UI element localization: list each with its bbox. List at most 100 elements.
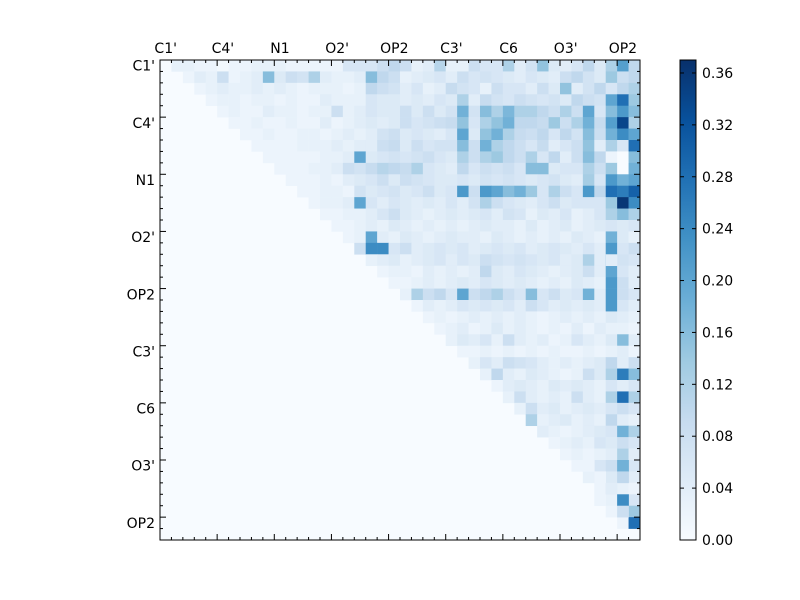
heatmap-cell bbox=[445, 322, 458, 335]
heatmap-cell bbox=[617, 140, 629, 152]
heatmap-cell bbox=[320, 82, 332, 95]
heatmap-cell bbox=[537, 117, 549, 129]
heatmap-cell bbox=[331, 208, 344, 221]
heatmap-cell bbox=[582, 197, 595, 209]
heatmap-cell bbox=[617, 391, 629, 404]
heatmap-cell bbox=[422, 105, 435, 118]
heatmap-cell bbox=[320, 71, 332, 84]
heatmap-cell bbox=[422, 82, 435, 95]
heatmap-cell bbox=[548, 300, 561, 312]
heatmap-cell bbox=[525, 94, 538, 107]
heatmap-cell bbox=[377, 128, 389, 141]
heatmap-cell bbox=[594, 300, 607, 312]
heatmap-cell bbox=[594, 82, 607, 95]
heatmap-cell bbox=[514, 391, 527, 404]
heatmap-cell bbox=[342, 140, 355, 152]
heatmap-cell bbox=[537, 185, 549, 198]
heatmap-cell bbox=[365, 105, 378, 118]
heatmap-cell bbox=[274, 94, 287, 107]
heatmap-cell bbox=[251, 71, 264, 84]
heatmap-cell bbox=[308, 82, 321, 95]
heatmap-cell bbox=[480, 140, 492, 152]
heatmap-cell bbox=[388, 197, 401, 209]
heatmap-cell bbox=[411, 82, 424, 95]
heatmap-cell bbox=[457, 162, 469, 175]
heatmap-cell bbox=[548, 288, 561, 301]
heatmap-cell bbox=[548, 140, 561, 152]
heatmap-cell bbox=[548, 208, 561, 221]
heatmap-cell bbox=[468, 277, 481, 289]
heatmap-cell bbox=[285, 82, 298, 95]
heatmap-cell bbox=[422, 197, 435, 209]
heatmap-cell bbox=[320, 105, 332, 118]
heatmap-cell bbox=[457, 254, 469, 267]
heatmap-cell bbox=[240, 105, 252, 118]
heatmap-cell bbox=[480, 94, 492, 107]
heatmap-cell bbox=[560, 71, 572, 84]
heatmap-cell bbox=[525, 60, 538, 72]
heatmap-cell bbox=[514, 357, 527, 369]
heatmap-cell bbox=[502, 82, 515, 95]
heatmap-cell bbox=[457, 311, 469, 324]
heatmap-cell bbox=[422, 71, 435, 84]
heatmap-cell bbox=[491, 208, 504, 221]
heatmap-cell bbox=[514, 265, 527, 278]
heatmap-cell bbox=[605, 117, 618, 129]
heatmap-cell bbox=[297, 60, 309, 72]
heatmap-cell bbox=[400, 277, 412, 289]
heatmap-cell bbox=[342, 117, 355, 129]
heatmap-cell bbox=[457, 288, 469, 301]
heatmap-cell bbox=[320, 208, 332, 221]
heatmap-cell bbox=[605, 425, 618, 438]
heatmap-cell bbox=[514, 368, 527, 381]
heatmap-cell bbox=[365, 242, 378, 255]
heatmap-cell bbox=[628, 60, 641, 72]
heatmap-cell bbox=[457, 300, 469, 312]
heatmap-cell bbox=[571, 242, 584, 255]
heatmap-cell bbox=[251, 140, 264, 152]
heatmap-cell bbox=[502, 197, 515, 209]
heatmap-cell bbox=[240, 82, 252, 95]
colorbar-gradient bbox=[679, 59, 697, 541]
heatmap-cell bbox=[434, 174, 447, 187]
heatmap-cell bbox=[445, 220, 458, 232]
heatmap-cell bbox=[262, 94, 275, 107]
heatmap-cell bbox=[342, 208, 355, 221]
heatmap-cell bbox=[594, 105, 607, 118]
heatmap-cell bbox=[468, 220, 481, 232]
heatmap-cell bbox=[571, 105, 584, 118]
heatmap-cell bbox=[217, 105, 229, 118]
heatmap-cell bbox=[617, 288, 629, 301]
heatmap-cell bbox=[605, 345, 618, 358]
heatmap-cell bbox=[628, 208, 641, 221]
heatmap-cell bbox=[582, 311, 595, 324]
heatmap-cell bbox=[617, 300, 629, 312]
heatmap-cell bbox=[354, 185, 367, 198]
heatmap-cell bbox=[582, 357, 595, 369]
heatmap-cell bbox=[537, 311, 549, 324]
heatmap-cell bbox=[605, 437, 618, 449]
heatmap-cell bbox=[422, 288, 435, 301]
heatmap-cell bbox=[582, 242, 595, 255]
heatmap-cell bbox=[502, 368, 515, 381]
heatmap-cell bbox=[388, 105, 401, 118]
heatmap-cell bbox=[434, 311, 447, 324]
heatmap-cell bbox=[582, 265, 595, 278]
heatmap-cell bbox=[571, 60, 584, 72]
heatmap-cell bbox=[445, 242, 458, 255]
heatmap-cell bbox=[605, 482, 618, 495]
heatmap-cell bbox=[594, 368, 607, 381]
heatmap-cell bbox=[582, 174, 595, 187]
heatmap-cell bbox=[605, 60, 618, 72]
heatmap-cell bbox=[377, 242, 389, 255]
heatmap-cell bbox=[388, 151, 401, 164]
heatmap-cell bbox=[525, 380, 538, 392]
heatmap-cell bbox=[560, 220, 572, 232]
heatmap-cell bbox=[411, 140, 424, 152]
heatmap-cell bbox=[240, 117, 252, 129]
heatmap-cell bbox=[594, 162, 607, 175]
heatmap-cell bbox=[537, 162, 549, 175]
x-tick-label: OP2 bbox=[380, 41, 408, 57]
heatmap-cell bbox=[594, 117, 607, 129]
heatmap-cell bbox=[628, 471, 641, 484]
